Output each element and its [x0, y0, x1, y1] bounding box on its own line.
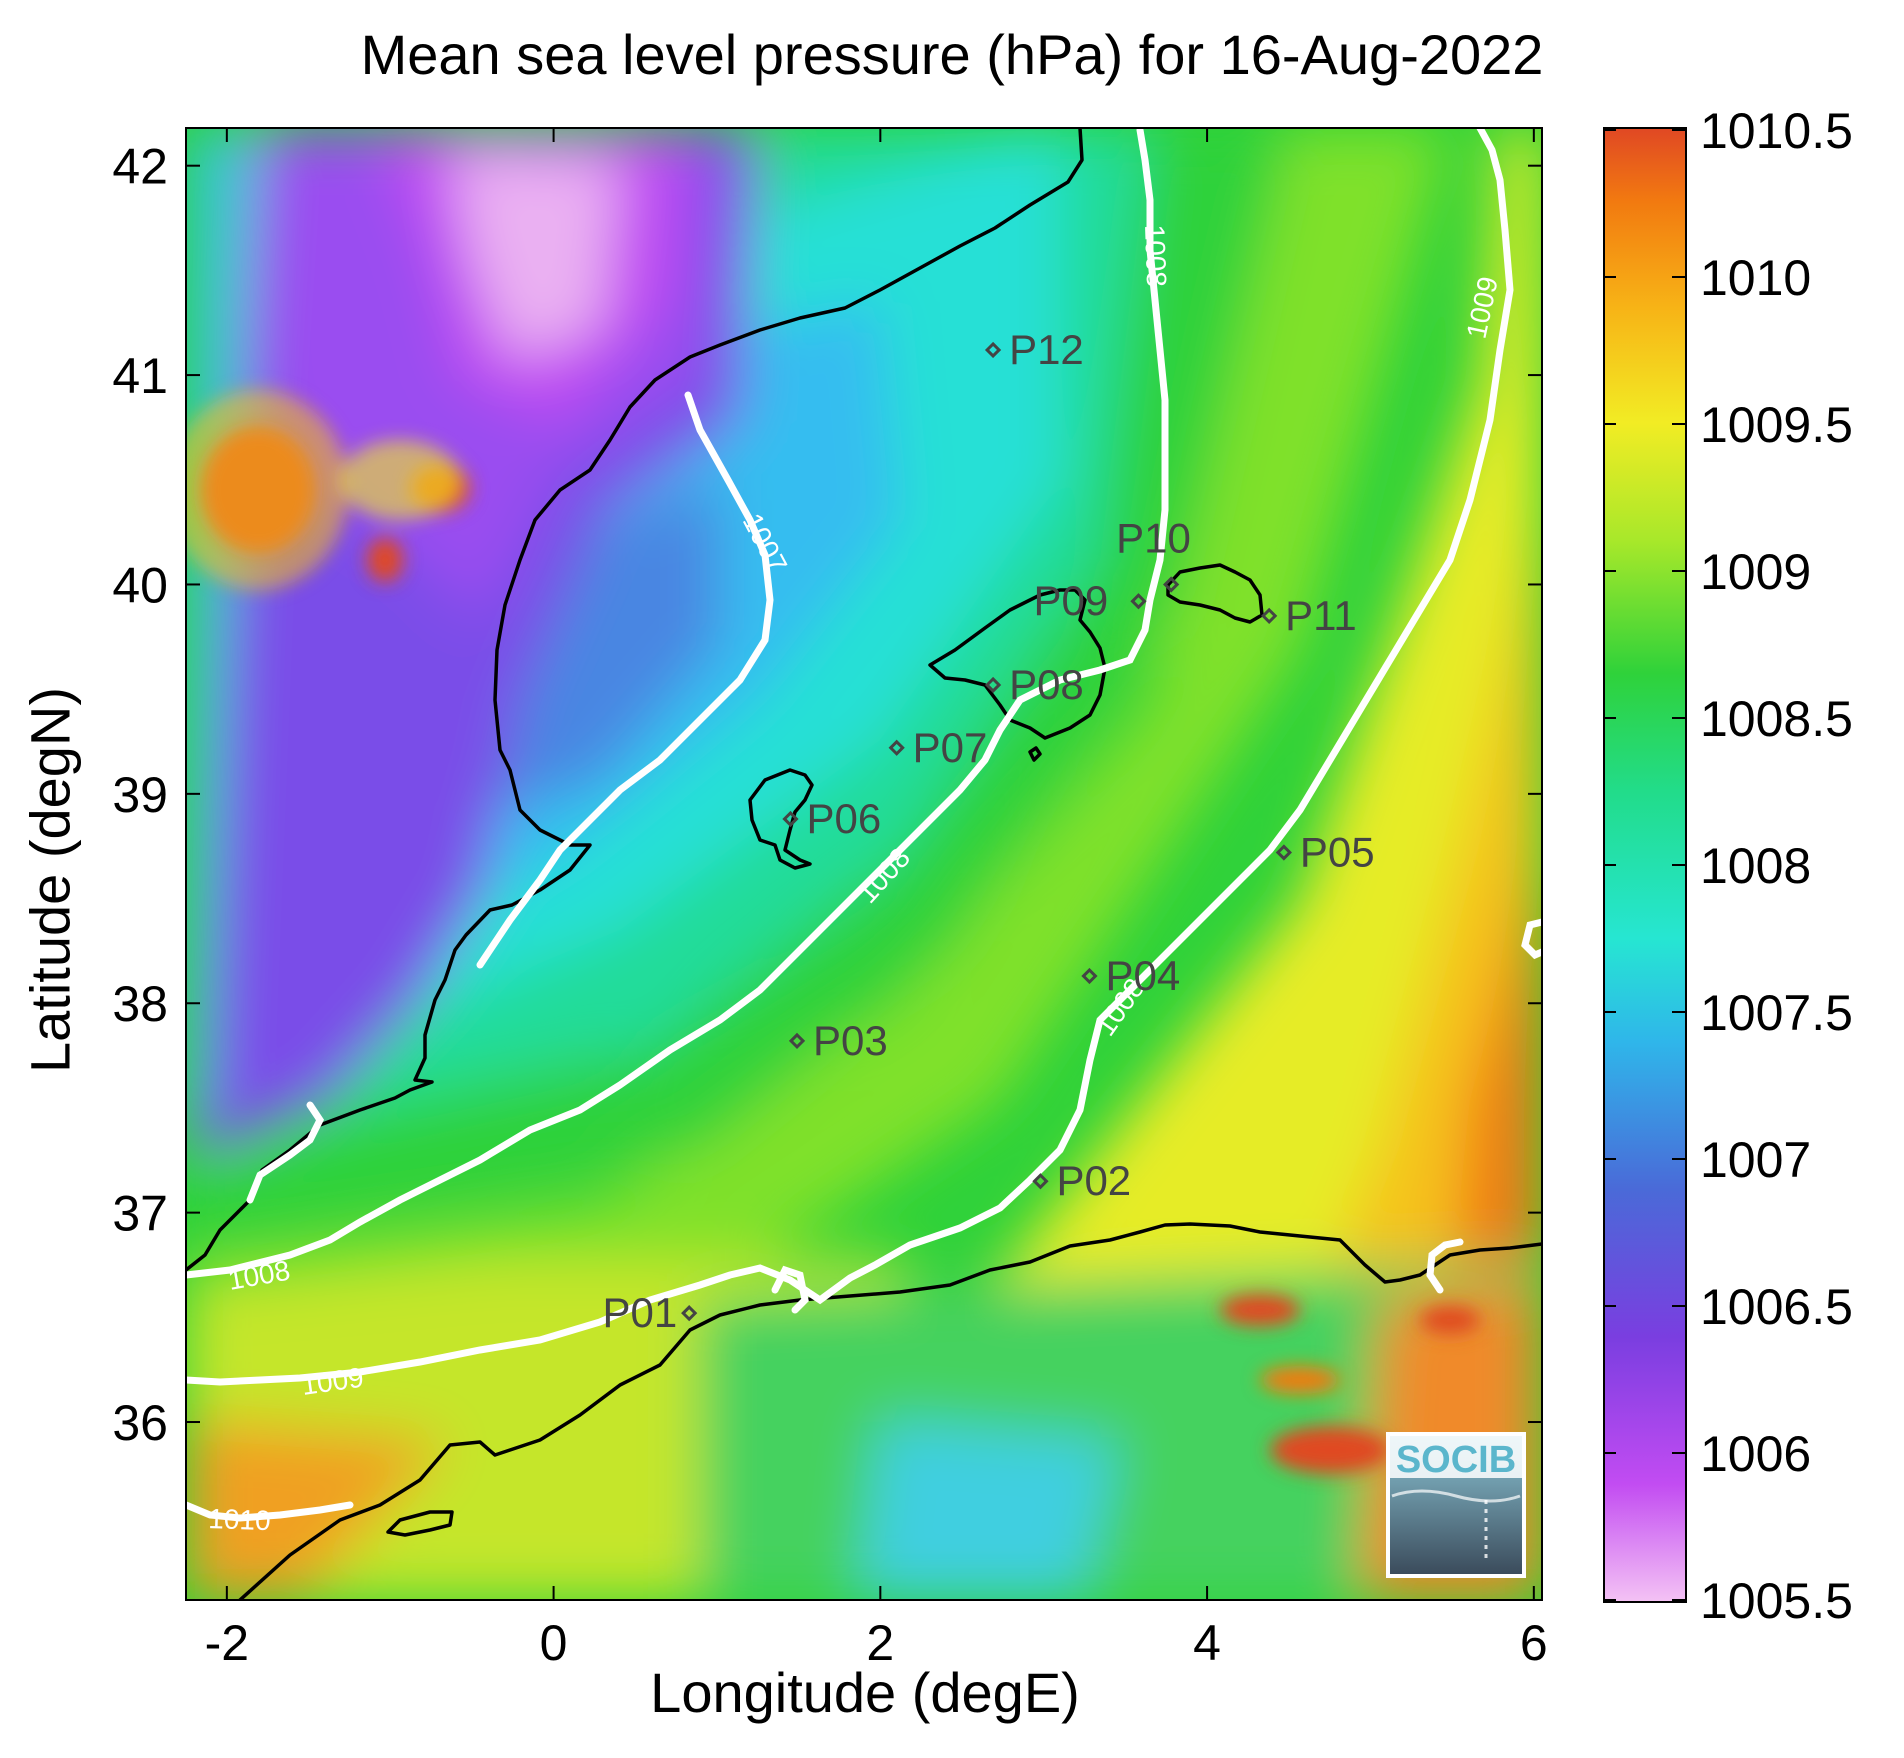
- x-axis-label: Longitude (degE): [650, 1661, 1080, 1724]
- pressure-field: [186, 128, 1542, 1600]
- colorbar-tick-label: 1007.5: [1700, 985, 1853, 1041]
- point-diamond: [1275, 844, 1292, 861]
- y-tick-label: 42: [112, 139, 168, 195]
- point-marker: P10: [1116, 514, 1191, 593]
- colorbar-tick-label: 1009.5: [1700, 397, 1853, 453]
- point-diamond: [782, 810, 799, 828]
- point-marker: P12: [984, 326, 1084, 373]
- x-axis: -2 0 2 4 6: [205, 128, 1548, 1671]
- x-tick-label: 2: [866, 1615, 894, 1671]
- point-marker: P05: [1275, 828, 1375, 875]
- logo-text: SOCIB: [1396, 1439, 1516, 1481]
- colorbar-tick-label: 1006: [1700, 1426, 1811, 1482]
- colorbar-tick-label: 1009: [1700, 544, 1811, 600]
- point-label: P08: [1009, 661, 1084, 708]
- map-frame: [185, 127, 1543, 1601]
- point-label: P12: [1009, 326, 1084, 373]
- contour-1010-loop: [1521, 918, 1542, 960]
- x-tick-label: 6: [1520, 1615, 1548, 1671]
- point-diamond: [1130, 593, 1147, 610]
- contour-1007: [476, 391, 774, 969]
- coastline-ibiza: [748, 768, 814, 870]
- point-label: P04: [1105, 952, 1180, 999]
- y-tick-label: 37: [112, 1186, 168, 1242]
- point-diamond: [1032, 1173, 1049, 1190]
- colorbar-tick-label: 1007: [1700, 1132, 1811, 1188]
- point-label: P09: [1033, 577, 1108, 624]
- point-marker: P03: [788, 1017, 888, 1064]
- point-diamond: [681, 1305, 698, 1322]
- colorbar-tick-label: 1005.5: [1700, 1573, 1853, 1629]
- x-tick-label: 0: [540, 1615, 568, 1671]
- coastline-iberia-east: [186, 128, 1084, 1272]
- coastline-north-africa: [237, 1222, 1542, 1600]
- x-tick-label: -2: [205, 1615, 249, 1671]
- colorbar-tick-label: 1008: [1700, 838, 1811, 894]
- point-diamond: [1163, 576, 1180, 593]
- colorbar-tick-label: 1010: [1700, 250, 1811, 306]
- contour-1009: [186, 128, 1514, 1386]
- y-tick-label: 36: [112, 1395, 168, 1451]
- contour-label-1008-north: 1008: [1139, 224, 1172, 287]
- map-title: Mean sea level pressure (hPa) for 16-Aug…: [360, 23, 1544, 86]
- point-marker: P01: [602, 1289, 698, 1336]
- colorbar-tick-label: 1010.5: [1700, 103, 1853, 159]
- point-label: P07: [913, 724, 988, 771]
- point-label: P11: [1285, 592, 1357, 639]
- point-marker: P07: [888, 724, 988, 771]
- point-diamond: [984, 341, 1002, 359]
- point-marker: P11: [1261, 592, 1357, 639]
- point-label: P05: [1300, 828, 1375, 875]
- point-diamond: [1081, 967, 1098, 985]
- pressure-contours: [186, 128, 1542, 1522]
- point-diamond: [1261, 607, 1278, 624]
- point-diamond: [888, 739, 905, 756]
- contour-1010: [186, 1501, 354, 1522]
- colorbar-ticks: 1010.5 1010 1009.5 1009 1008.5 1008 1007.5 1007…: [1604, 103, 1853, 1629]
- point-marker: P08: [984, 661, 1084, 708]
- coastline-mallorca: [928, 588, 1107, 740]
- colorbar-tick-label: 1008.5: [1700, 691, 1853, 747]
- point-label: P02: [1056, 1157, 1131, 1204]
- socib-logo: SOCIB: [1386, 1432, 1526, 1578]
- coastline-cabrera: [1028, 746, 1042, 762]
- y-axis: 42 41 40 39 38 37 36: [112, 139, 1542, 1451]
- y-tick-label: 38: [112, 976, 168, 1032]
- point-label: P10: [1116, 514, 1191, 561]
- contour-label-1010: 1010: [208, 1503, 271, 1536]
- point-marker: P04: [1081, 952, 1180, 999]
- y-tick-label: 41: [112, 348, 168, 404]
- y-tick-label: 39: [112, 767, 168, 823]
- contour-1008-south: [246, 1101, 325, 1204]
- y-tick-label: 40: [112, 557, 168, 613]
- contour-1010-se: [1426, 1238, 1464, 1294]
- point-marker: P06: [782, 795, 881, 842]
- point-diamond: [984, 676, 1002, 694]
- y-axis-label: Latitude (degN): [18, 686, 82, 1074]
- colorbar-tick-label: 1006.5: [1700, 1279, 1853, 1335]
- point-label: P03: [813, 1017, 888, 1064]
- point-marker: P02: [1032, 1157, 1131, 1204]
- coastline-alboran-island: [386, 1510, 454, 1537]
- contour-1009-wiggle: [771, 1265, 809, 1314]
- colorbar: 1010.5 1010 1009.5 1009 1008.5 1008 1007.5 1007…: [1603, 103, 1853, 1629]
- x-tick-label: 4: [1193, 1615, 1221, 1671]
- point-marker: P09: [1033, 577, 1147, 624]
- point-label: P06: [806, 795, 881, 842]
- point-label: P01: [602, 1289, 677, 1336]
- point-diamond: [788, 1032, 806, 1050]
- contour-1008-west: [186, 128, 1169, 1279]
